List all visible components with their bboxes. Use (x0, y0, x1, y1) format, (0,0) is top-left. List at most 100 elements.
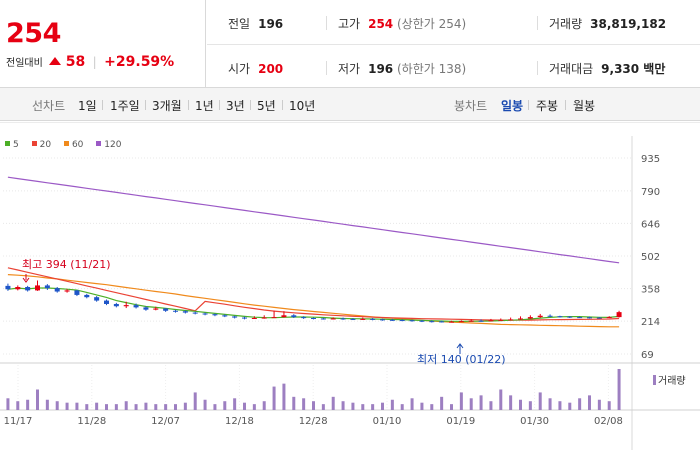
stat-label: 저가 (338, 62, 361, 76)
tab-candle-daily[interactable]: 일봉 (501, 99, 524, 113)
volume-bar (105, 404, 108, 410)
tab-line-3m[interactable]: 3개월 (152, 99, 182, 113)
candle-body (153, 308, 159, 310)
candle-body (202, 313, 208, 315)
candle-body (54, 288, 60, 292)
candle-body (468, 320, 474, 322)
stat-open: 시가 200 (228, 60, 283, 77)
tab-line-1y[interactable]: 1년 (195, 99, 214, 113)
chart-legend: 5 20 60 120 (5, 140, 131, 150)
volume-bar (459, 392, 463, 410)
x-tick-label: 12/18 (225, 416, 254, 427)
line-chart-title: 선차트 (32, 99, 66, 113)
stat-low: 저가 196 (하한가 138) (338, 60, 466, 77)
change-percent: +29.59% (104, 54, 175, 70)
legend-item-120: 120 (96, 140, 121, 150)
candle-body (311, 318, 316, 320)
volume-bar (568, 402, 572, 410)
candle-body (44, 285, 50, 289)
volume-bar (213, 404, 217, 410)
volume-bar (597, 399, 601, 410)
candle-body (222, 315, 228, 317)
stat-label: 전일 (228, 17, 251, 31)
volume-bar (45, 399, 49, 410)
stat-label: 거래대금 (549, 62, 594, 76)
volume-bar (183, 402, 187, 410)
low-annotation: 최저 140 (01/22) (417, 353, 506, 366)
stat-volume: 거래량 38,819,182 (549, 15, 666, 32)
volume-bar (381, 402, 384, 410)
tab-line-1d[interactable]: 1일 (78, 99, 97, 113)
stat-prev-close: 전일 196 (228, 15, 283, 32)
tab-candle-monthly[interactable]: 월봉 (573, 99, 596, 113)
tab-line-3y[interactable]: 3년 (226, 99, 245, 113)
volume-bar (588, 395, 591, 410)
tab-candle-weekly[interactable]: 주봉 (536, 99, 559, 113)
candle-body (389, 319, 395, 321)
stat-high: 고가 254 (상한가 254) (338, 15, 466, 32)
volume-bar (95, 402, 99, 410)
stat-value: 196 (368, 62, 394, 76)
legend-label: 20 (39, 140, 52, 150)
chart-tabbar: 선차트 1일 1주일 3개월 1년 3년 5년 10년 봉차트 일봉 주봉 월봉 (0, 88, 700, 121)
candle-body (557, 316, 563, 318)
volume-bar (193, 392, 197, 410)
volume-bar (410, 398, 414, 410)
candle-body (84, 294, 90, 298)
tab-line-10y[interactable]: 10년 (289, 99, 316, 113)
legend-label: 5 (13, 140, 19, 150)
tab-divider (282, 100, 283, 110)
volume-bar (65, 402, 69, 410)
volume-bar (55, 401, 59, 410)
divider (537, 61, 538, 75)
volume-bar (499, 389, 503, 410)
volume-legend: 거래량 (653, 372, 686, 387)
x-tick-label: 01/30 (520, 416, 549, 427)
volume-bar (469, 398, 473, 410)
candle-body (537, 315, 543, 318)
volume-bar (302, 398, 306, 410)
volume-bar (351, 402, 355, 410)
volume-bar (114, 404, 118, 410)
candle-body (596, 317, 602, 319)
y-tick-label: 69 (641, 350, 654, 361)
stat-amount: 거래대금 9,330 백만 (549, 60, 665, 77)
volume-bar (174, 404, 177, 410)
candle-body (163, 308, 169, 311)
current-price: 254 (6, 18, 61, 49)
legend-swatch (5, 141, 10, 146)
tab-line-5y[interactable]: 5년 (257, 99, 276, 113)
legend-swatch (96, 141, 102, 146)
ma60-line (7, 274, 620, 328)
tab-divider (188, 100, 189, 110)
candle-body (360, 318, 366, 320)
tab-line-1w[interactable]: 1주일 (110, 99, 140, 113)
divider (326, 61, 327, 75)
candle-body (478, 320, 484, 322)
x-tick-label: 11/17 (4, 416, 33, 427)
volume-bar (243, 402, 246, 410)
up-arrow-icon (49, 57, 62, 65)
y-tick-label: 502 (641, 252, 660, 263)
volume-bar (85, 404, 89, 410)
volume-bar (420, 402, 424, 410)
candle-body (242, 317, 247, 319)
candle-body (182, 311, 188, 313)
volume-bar (233, 398, 237, 410)
candle-body (123, 305, 129, 307)
change-value: 58 (65, 54, 86, 70)
tab-divider (528, 100, 529, 110)
volume-bar (75, 402, 79, 410)
row-divider (207, 44, 700, 45)
stat-value: 9,330 백만 (601, 62, 666, 76)
candle-body (409, 320, 415, 322)
candle-chart-title: 봉차트 (454, 99, 488, 113)
volume-bar (312, 401, 315, 410)
stat-value: 196 (258, 17, 284, 31)
volume-bar (124, 401, 128, 410)
candle-body (449, 321, 454, 323)
legend-label: 60 (71, 140, 84, 150)
y-tick-label: 935 (641, 154, 660, 165)
volume-bar (16, 401, 20, 410)
candle-body (567, 316, 573, 318)
